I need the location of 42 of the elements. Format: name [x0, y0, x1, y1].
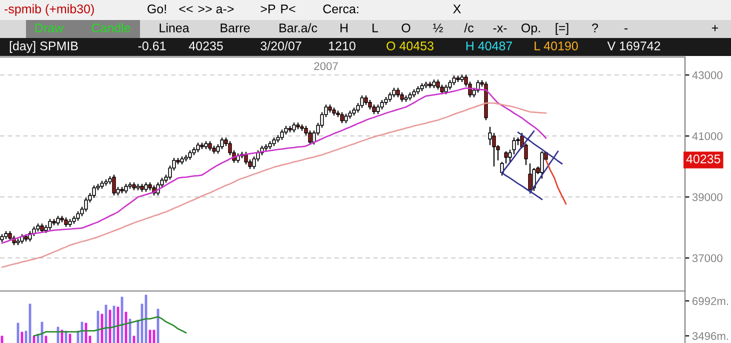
text: Go! — [148, 4, 166, 14]
text: P< — [281, 4, 296, 14]
y-tick-label: 41000 — [692, 132, 722, 140]
y-tick-label: 39000 — [692, 193, 722, 202]
text: L 40190 — [534, 42, 578, 50]
y-tick-label: 3496m. — [692, 332, 728, 340]
text: -x- — [493, 26, 507, 32]
text: Op. — [522, 24, 540, 35]
text: 3/20/07 — [260, 41, 302, 50]
text: [day] SPMIB — [10, 41, 78, 53]
text: L — [372, 24, 378, 32]
x-tick-label: 2007 — [314, 62, 338, 70]
text: 40235 — [188, 42, 223, 50]
text: X — [453, 4, 461, 14]
text: Bar.a/c — [280, 23, 318, 32]
text: a-> — [216, 6, 234, 14]
text: O — [402, 24, 410, 32]
text: V 169742 — [607, 42, 660, 50]
text: ½ — [433, 24, 443, 32]
text: Barre — [220, 24, 250, 32]
text: ? — [592, 24, 598, 32]
text: Linea — [160, 23, 190, 32]
text: -spmib (+mib30) — [4, 4, 94, 16]
text: O 40453 — [386, 42, 434, 50]
text: << — [179, 6, 193, 12]
text: H — [340, 24, 348, 32]
text: >> — [198, 6, 212, 12]
y-tick-label: 6992m. — [692, 297, 728, 306]
y-tick-label: 37000 — [692, 254, 722, 262]
text: - — [624, 28, 628, 30]
text: >P — [260, 4, 276, 14]
text: 40235 — [686, 154, 720, 164]
text: Cerca: — [323, 4, 358, 14]
text: Candle — [92, 23, 130, 32]
y-tick-label: 43000 — [692, 71, 722, 80]
text: H 40487 — [466, 42, 512, 50]
text: -0.61 — [138, 42, 166, 50]
text: /c — [464, 23, 474, 32]
text: + — [712, 25, 718, 32]
text: Draw — [35, 24, 64, 32]
text: [=] — [556, 23, 568, 35]
text: 1210 — [329, 42, 356, 50]
